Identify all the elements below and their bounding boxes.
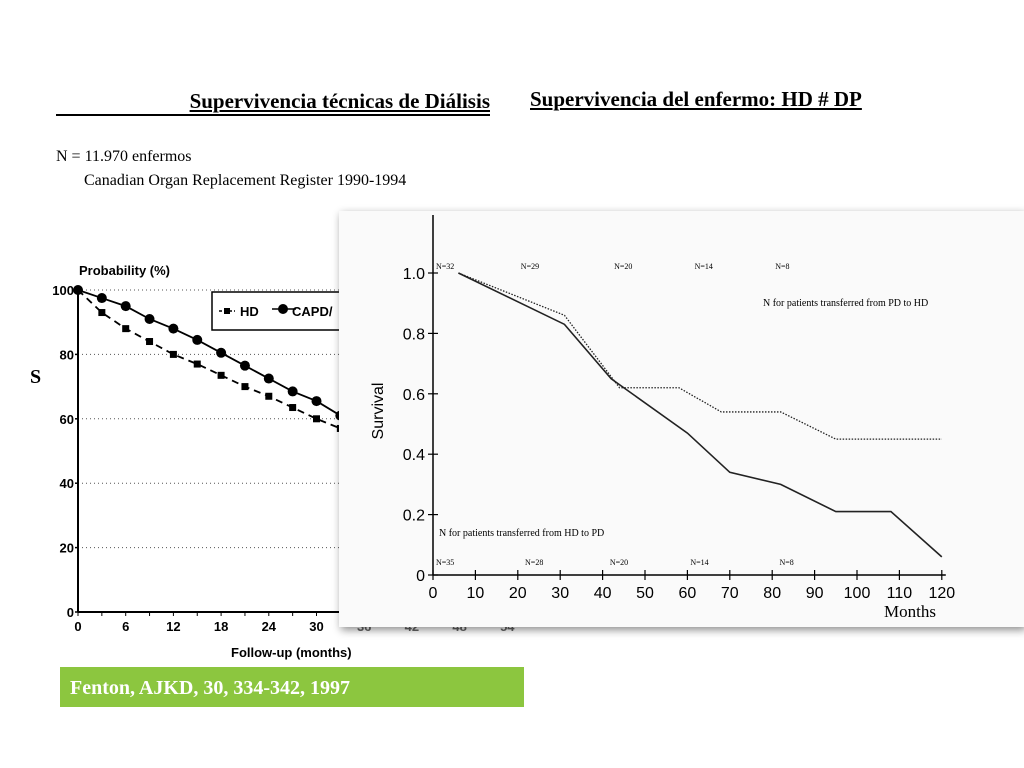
x-tick-label: 30 [309,619,323,634]
legend: HD CAPD/ [211,291,353,331]
data-point-capd [216,347,227,358]
x-tick-label: 0 [429,585,438,602]
x-tick-label: 40 [594,585,612,602]
data-point-capd [144,313,155,324]
y-tick-label: 0.8 [403,326,425,343]
x-tick-label: 50 [636,585,654,602]
n-count-top: N=8 [775,262,789,271]
legend-label-capd: CAPD/ [292,304,333,319]
data-point-hd [146,338,154,346]
data-point-capd [287,386,298,397]
x-tick-label: 24 [262,619,277,634]
data-point-hd [241,383,249,391]
y-tick-label: 100 [52,283,74,298]
y-tick-label: 0.2 [403,508,425,525]
patient-survival-chart-panel: 0 0.2 0.4 0.6 0.8 1.0 0 10 20 30 40 50 60 70 80 90 100 11… [339,211,1024,627]
y-tick-label: 1.0 [403,266,425,283]
x-tick-label: 80 [763,585,781,602]
n-count-top: N=14 [695,262,713,271]
n-count-bottom: N=35 [436,558,454,567]
legend-label-hd: HD [240,304,259,319]
legend-marker-hd [224,308,230,314]
annotation-hd-to-pd: N for patients transferred from HD to PD [439,528,604,539]
data-point-origin [73,285,83,295]
n-count-bottom: N=20 [610,558,628,567]
x-tick-label: 30 [551,585,569,602]
data-point-capd [311,396,322,407]
patient-count-text: N = 11.970 enfermos [56,148,192,165]
y-tick-label: 0.6 [403,387,425,404]
data-point-hd [122,325,130,333]
y-tick-label: 0.4 [403,447,425,464]
y-tick-label: 60 [60,412,74,427]
n-count-bottom: N=8 [779,558,793,567]
x-tick-label: 6 [122,619,129,634]
slide-title-left: Supervivencia técnicas de Diálisis [56,88,490,116]
y-tick-label: 0 [416,568,425,585]
y-axis-title: Survival [370,383,387,440]
x-axis-title: Months [884,602,936,621]
data-point-hd [193,360,201,368]
data-point-capd [192,334,203,345]
x-tick-label: 70 [721,585,739,602]
data-point-capd [120,301,131,312]
x-tick-label: 60 [679,585,697,602]
y-tick-label: 40 [60,476,74,491]
data-point-hd [313,415,320,423]
data-point-hd [265,392,273,400]
data-point-capd [168,323,179,334]
x-tick-label: 10 [467,585,485,602]
x-tick-label: 18 [214,619,228,634]
patient-survival-chart: 0 0.2 0.4 0.6 0.8 1.0 0 10 20 30 40 50 60 70 80 90 100 11… [370,215,955,621]
n-count-top: N=29 [521,262,539,271]
legend-marker-capd [278,304,288,314]
citation-banner: Fenton, AJKD, 30, 334-342, 1997 [60,667,524,707]
x-tick-label: 110 [887,585,913,602]
n-count-top: N=32 [436,262,454,271]
x-tick-label: 20 [509,585,527,602]
n-count-top: N=20 [614,262,632,271]
data-point-capd [263,373,274,384]
data-point-hd [289,404,297,412]
annotation-pd-to-hd: N for patients transferred from PD to HD [763,298,928,309]
x-axis-title: Follow-up (months) [231,645,352,660]
registry-source-text: Canadian Organ Replacement Register 1990… [84,172,407,189]
y-axis-title: Probability (%) [79,263,170,278]
data-point-hd [98,309,106,317]
data-point-hd [169,350,177,358]
data-point-capd [239,360,250,371]
stray-letter: S [30,366,42,388]
n-count-bottom: N=28 [525,558,543,567]
data-point-hd [217,371,225,379]
x-tick-label: 90 [806,585,824,602]
x-tick-label: 120 [928,585,955,602]
slide-title-right: Supervivencia del enfermo: HD # DP [530,87,862,111]
y-tick-label: 0 [67,605,74,620]
x-tick-label: 0 [74,619,81,634]
data-point-capd [96,293,107,304]
x-tick-label: 12 [166,619,180,634]
n-count-bottom: N=14 [690,558,708,567]
survival-line-solid [458,272,943,558]
survival-line-dotted [458,272,942,440]
y-tick-label: 80 [60,347,74,362]
x-tick-label: 100 [844,585,871,602]
y-tick-label: 20 [60,541,74,556]
